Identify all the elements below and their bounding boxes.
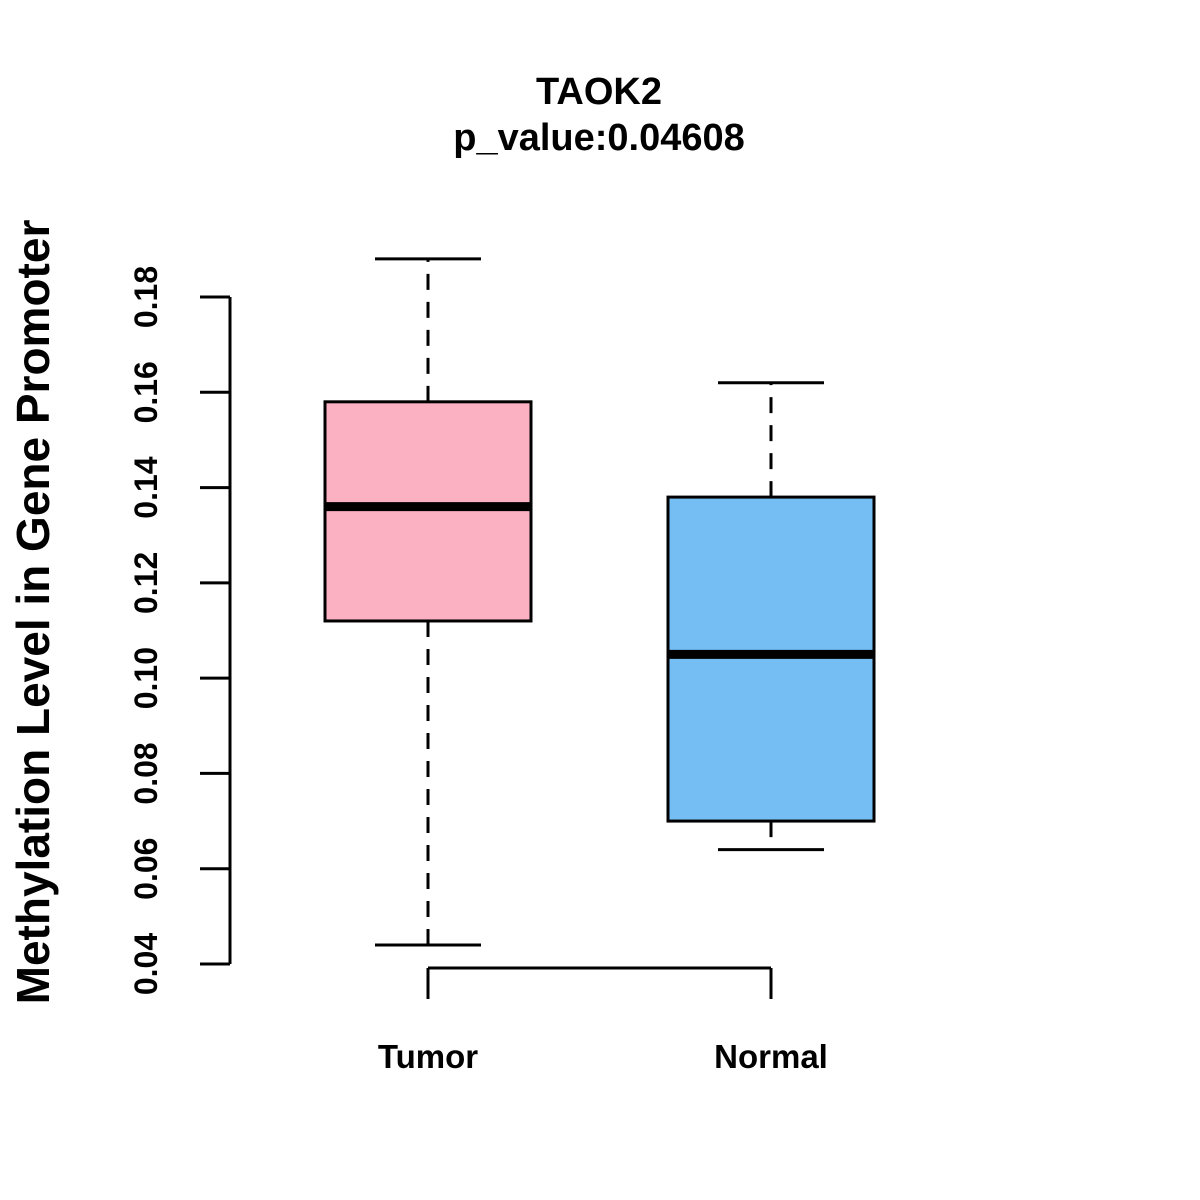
box-normal — [666, 495, 876, 823]
x-category-label-normal: Normal — [714, 1038, 828, 1075]
y-axis-tick-label: 0.04 — [128, 933, 164, 995]
y-axis-tick-label: 0.16 — [128, 361, 164, 423]
box-tumor — [323, 400, 533, 623]
y-axis-tick-label: 0.14 — [128, 456, 164, 518]
y-axis-tick-label: 0.10 — [128, 647, 164, 709]
y-axis-tick-label: 0.12 — [128, 552, 164, 614]
chart-subtitle: p_value:0.04608 — [453, 117, 745, 159]
y-axis-tick-label: 0.06 — [128, 838, 164, 900]
y-axis-tick-label: 0.08 — [128, 742, 164, 804]
chart-title: TAOK2 — [536, 71, 662, 113]
y-axis-tick-label: 0.18 — [128, 266, 164, 328]
x-category-label-tumor: Tumor — [378, 1038, 478, 1075]
